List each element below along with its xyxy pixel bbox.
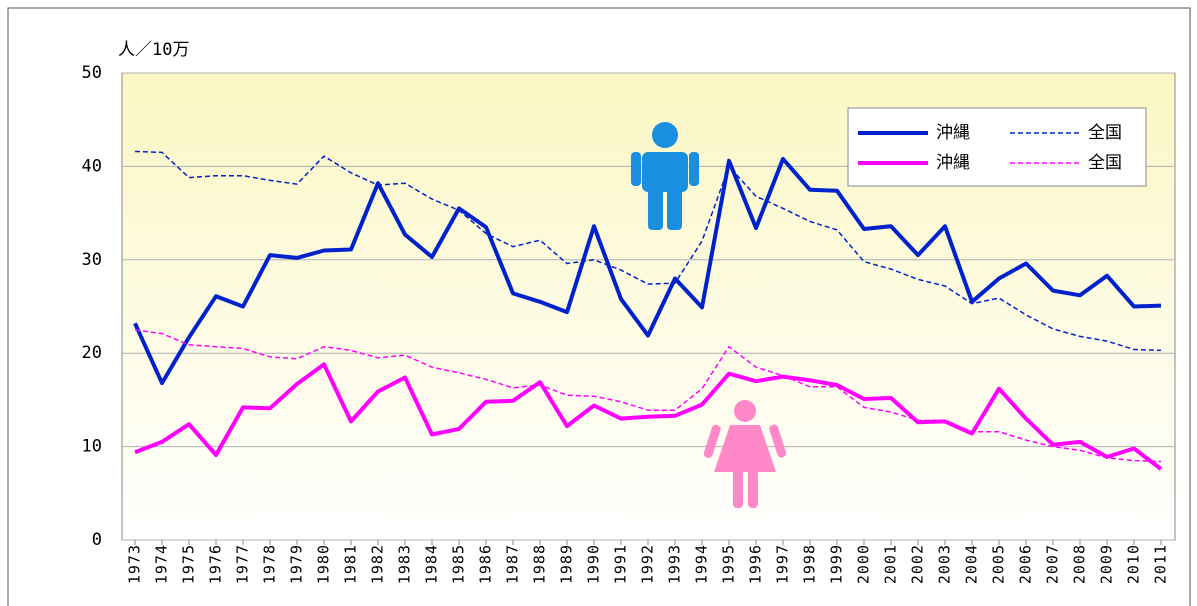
male-icon xyxy=(631,122,699,230)
x-tick-label: 1976 xyxy=(207,544,225,584)
series-line xyxy=(133,156,1162,386)
y-tick-label: 50 xyxy=(82,63,102,83)
x-tick-label: 2003 xyxy=(936,544,954,584)
x-tick-label: 1979 xyxy=(288,544,306,584)
x-tick-label: 2001 xyxy=(882,544,900,584)
x-tick-label: 1988 xyxy=(531,544,549,584)
y-tick-label: 20 xyxy=(82,343,102,363)
x-tick-label: 1978 xyxy=(261,544,279,584)
x-tick-label: 1974 xyxy=(153,544,171,584)
series-line xyxy=(134,150,1162,352)
x-tick-label: 1983 xyxy=(396,544,414,584)
x-tick-label: 1998 xyxy=(801,544,819,584)
x-tick-label: 1994 xyxy=(693,544,711,584)
y-tick-label: 10 xyxy=(82,437,102,457)
x-tick-label: 1995 xyxy=(720,544,738,584)
series-line xyxy=(134,362,1163,471)
series-line xyxy=(134,329,1162,463)
x-tick-label: 2004 xyxy=(963,544,981,584)
x-tick-label: 1981 xyxy=(342,544,360,584)
x-tick-label: 2007 xyxy=(1044,544,1062,584)
x-tick-label: 2009 xyxy=(1098,544,1116,584)
x-tick-label: 1990 xyxy=(585,544,603,584)
x-tick-label: 2005 xyxy=(990,544,1008,584)
x-tick-label: 1989 xyxy=(558,544,576,584)
x-tick-label: 1977 xyxy=(234,544,252,584)
x-tick-label: 1999 xyxy=(828,544,846,584)
x-tick-label: 2008 xyxy=(1071,544,1089,584)
x-tick-label: 1997 xyxy=(774,544,792,584)
legend xyxy=(847,107,1147,187)
x-tick-label: 1984 xyxy=(423,544,441,584)
x-tick-label: 2011 xyxy=(1152,544,1170,584)
x-tick-label: 2002 xyxy=(909,544,927,584)
x-tick-label: 2000 xyxy=(855,544,873,584)
x-tick-label: 1991 xyxy=(612,544,630,584)
legend-label: 沖縄 xyxy=(936,153,970,173)
x-tick-label: 2010 xyxy=(1125,544,1143,584)
x-tick-label: 1992 xyxy=(639,544,657,584)
x-tick-label: 1973 xyxy=(126,544,144,584)
x-tick-label: 1982 xyxy=(369,544,387,584)
y-tick-label: 40 xyxy=(82,156,102,176)
female-icon xyxy=(703,400,787,508)
legend-label: 沖縄 xyxy=(936,123,970,143)
y-axis-label: 人／10万 xyxy=(118,40,189,60)
x-tick-label: 2006 xyxy=(1017,544,1035,584)
x-tick-label: 1993 xyxy=(666,544,684,584)
y-tick-label: 30 xyxy=(82,250,102,270)
x-tick-label: 1985 xyxy=(450,544,468,584)
x-tick-label: 1975 xyxy=(180,544,198,584)
x-tick-label: 1987 xyxy=(504,544,522,584)
x-tick-label: 1980 xyxy=(315,544,333,584)
x-tick-label: 1996 xyxy=(747,544,765,584)
legend-label: 全国 xyxy=(1088,123,1122,143)
x-tick-label: 1986 xyxy=(477,544,495,584)
y-tick-label: 0 xyxy=(92,530,102,550)
legend-label: 全国 xyxy=(1088,153,1122,173)
